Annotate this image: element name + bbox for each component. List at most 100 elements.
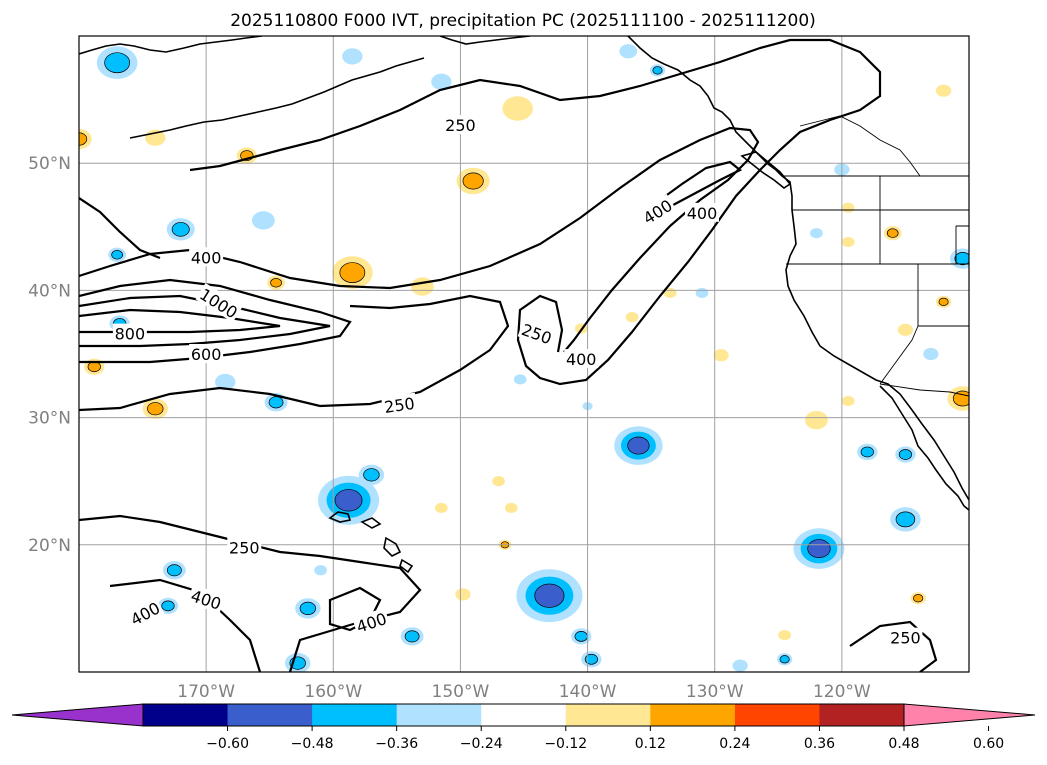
precip-anomaly-blob-13 bbox=[649, 64, 666, 77]
precip-anomaly-blob-28 bbox=[857, 443, 878, 461]
precip-anomaly-blob-32 bbox=[435, 502, 448, 513]
precip-level-2 bbox=[807, 539, 831, 559]
precip-anomaly-blob-47 bbox=[284, 652, 311, 672]
lon-tick-label: 160°W bbox=[304, 682, 362, 702]
precip-anomaly-blob-9 bbox=[456, 167, 490, 195]
precip-anomaly-blob-31 bbox=[358, 464, 385, 486]
precip-level-1 bbox=[938, 297, 949, 306]
vancouver-island-coast bbox=[740, 151, 792, 189]
precip-level-0 bbox=[431, 73, 452, 90]
precip-level-0 bbox=[935, 84, 952, 97]
precip-anomaly-blob-0 bbox=[96, 46, 138, 79]
precip-anomaly-blob-56 bbox=[883, 226, 902, 241]
precip-anomaly-blob-57 bbox=[810, 228, 823, 239]
precip-level-0 bbox=[492, 476, 505, 487]
precip-level-1 bbox=[462, 172, 484, 190]
precip-level-1 bbox=[886, 228, 899, 238]
lat-tick-label: 30°N bbox=[28, 409, 71, 429]
ivt-contour-400-inner bbox=[658, 160, 743, 214]
precip-level-0 bbox=[410, 277, 434, 296]
colorbar-tick-label: −0.60 bbox=[206, 736, 249, 752]
contour-label-halo bbox=[189, 344, 224, 363]
colorbar-cell bbox=[312, 704, 398, 726]
precip-level-1 bbox=[339, 262, 366, 283]
contour-label-halo bbox=[187, 584, 226, 614]
colorbar-cell bbox=[143, 704, 229, 726]
baja-california-coast bbox=[879, 385, 969, 511]
precip-level-0 bbox=[455, 588, 471, 601]
ivt-contour-800 bbox=[79, 294, 331, 348]
precip-anomaly-blob-17 bbox=[215, 373, 236, 391]
precip-anomaly-blob-65 bbox=[732, 659, 748, 672]
precip-anomaly-blob-7 bbox=[410, 277, 434, 296]
colorbar-tick-label: 0.48 bbox=[888, 736, 919, 752]
contour-label-text: 250 bbox=[445, 116, 476, 135]
contour-label: 400 bbox=[189, 247, 224, 267]
contour-label-halo bbox=[888, 627, 923, 647]
precip-level-1 bbox=[268, 396, 284, 409]
colorbar-tick-label: −0.12 bbox=[544, 736, 587, 752]
precip-level-1 bbox=[913, 594, 924, 603]
precip-anomaly-blob-46 bbox=[581, 651, 602, 668]
precip-anomaly-blob-61 bbox=[935, 84, 952, 97]
precip-level-0 bbox=[841, 202, 855, 213]
colorbar-cell bbox=[734, 704, 820, 726]
political-borders bbox=[784, 115, 969, 397]
colorbar-frame bbox=[142, 703, 905, 727]
us-state-borders bbox=[786, 115, 969, 385]
lon-tick-label: 150°W bbox=[432, 682, 490, 702]
contour-label-halo bbox=[227, 537, 262, 557]
contour-label: 800 bbox=[112, 323, 147, 344]
lat-tick-label: 50°N bbox=[28, 154, 71, 174]
contour-label-halo bbox=[112, 323, 147, 343]
contour-label: 600 bbox=[189, 344, 224, 364]
precip-anomaly-blob-27 bbox=[804, 410, 828, 430]
precip-anomaly-blob-40 bbox=[295, 598, 321, 619]
precip-anomaly-blob-23 bbox=[713, 349, 729, 362]
precip-level-2 bbox=[627, 436, 650, 455]
contour-label: 400 bbox=[564, 349, 599, 369]
precip-anomaly-blob-5 bbox=[251, 211, 275, 230]
contour-label-halo bbox=[195, 282, 243, 323]
precip-anomaly-blob-36 bbox=[793, 528, 845, 569]
precip-level-1 bbox=[171, 222, 190, 237]
colorbar-cell bbox=[565, 704, 651, 726]
precip-level-1 bbox=[898, 449, 913, 460]
precip-level-0 bbox=[314, 565, 327, 576]
precip-anomaly-blob-49 bbox=[910, 592, 926, 605]
precip-anomaly-blob-39 bbox=[157, 597, 179, 614]
ivt-contour-250-south-jet bbox=[79, 197, 510, 412]
precip-anomaly-blob-48 bbox=[778, 630, 792, 641]
precip-level-0 bbox=[732, 659, 748, 672]
precip-anomaly-blob-3 bbox=[166, 218, 195, 241]
precip-anomaly-blob-33 bbox=[492, 476, 505, 487]
precip-level-0 bbox=[841, 395, 855, 407]
contour-label-text: 800 bbox=[115, 325, 146, 344]
lon-tick-label: 130°W bbox=[686, 682, 744, 702]
contour-label: 250 bbox=[381, 392, 418, 417]
precip-level-1 bbox=[299, 601, 317, 616]
precip-anomaly-blob-38 bbox=[162, 561, 186, 580]
precip-level-0 bbox=[625, 312, 639, 323]
colorbar-cell bbox=[481, 704, 567, 726]
precip-anomaly-blob-4 bbox=[108, 247, 127, 262]
contour-label-text: 250 bbox=[229, 538, 260, 557]
contour-label-text: 250 bbox=[383, 394, 416, 417]
precip-level-1 bbox=[166, 564, 182, 577]
precip-level-0 bbox=[923, 347, 939, 361]
precip-level-2 bbox=[334, 489, 363, 512]
contour-label-halo bbox=[125, 596, 165, 630]
precip-level-0 bbox=[695, 287, 709, 299]
hawaiian-islands bbox=[328, 511, 414, 574]
precip-level-1 bbox=[111, 250, 123, 260]
precip-anomaly-blob-63 bbox=[619, 44, 638, 59]
colorbar-tick-label: 0.36 bbox=[804, 736, 835, 752]
precip-anomaly-blob-41 bbox=[314, 565, 327, 576]
contour-label: 250 bbox=[888, 627, 923, 648]
precip-anomaly-blob-42 bbox=[516, 569, 583, 623]
precip-level-1 bbox=[584, 653, 598, 665]
precip-level-1 bbox=[652, 66, 663, 75]
precip-level-0 bbox=[713, 349, 729, 362]
chart-title: 2025110800 F000 IVT, precipitation PC (2… bbox=[230, 11, 816, 31]
colorbar-tick-label: 0.60 bbox=[973, 736, 1004, 752]
